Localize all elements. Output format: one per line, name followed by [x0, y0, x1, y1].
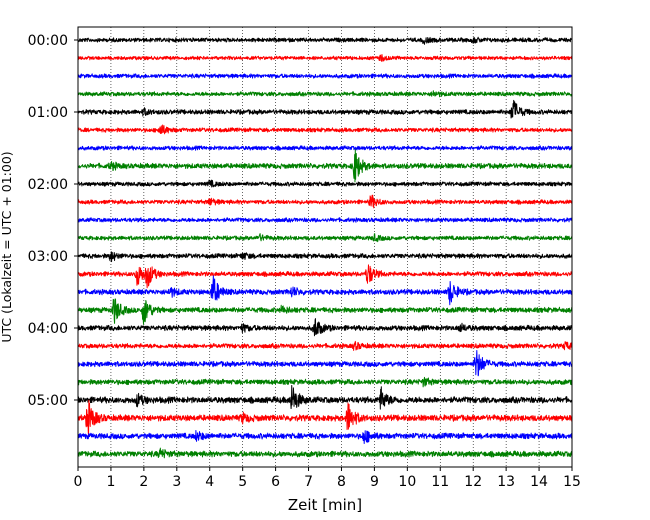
- trace-00:45: [77, 90, 573, 98]
- x-tick-label-6: 6: [271, 474, 280, 490]
- x-tick-label-5: 5: [238, 474, 247, 490]
- trace-04:45: [77, 376, 573, 388]
- trace-02:45: [77, 233, 573, 243]
- y-axis-ticks: 00:00 01:00 02:00 03:00 04:00 05:00: [28, 33, 78, 409]
- trace-01:00: [77, 99, 573, 119]
- y-tick-label-05:00: 05:00: [28, 393, 68, 409]
- trace-02:30: [77, 217, 573, 223]
- y-tick-label-04:00: 04:00: [28, 321, 68, 337]
- trace-05:30: [77, 429, 573, 444]
- x-tick-label-9: 9: [370, 474, 379, 490]
- x-tick-label-15: 15: [563, 474, 581, 490]
- x-tick-label-3: 3: [172, 474, 181, 490]
- trace-05:45: [77, 447, 573, 459]
- trace-03:00: [77, 251, 573, 263]
- trace-01:15: [77, 124, 573, 135]
- trace-03:30: [77, 275, 573, 306]
- y-tick-label-03:00: 03:00: [28, 249, 68, 265]
- trace-01:30: [77, 145, 573, 151]
- y-axis-label: UTC (Lokalzeit = UTC + 01:00): [0, 151, 14, 342]
- y-tick-label-01:00: 01:00: [28, 105, 68, 121]
- trace-04:30: [77, 349, 573, 377]
- x-tick-label-11: 11: [431, 474, 449, 490]
- x-tick-label-1: 1: [106, 474, 115, 490]
- y-tick-label-02:00: 02:00: [28, 177, 68, 193]
- trace-00:15: [77, 54, 573, 62]
- trace-02:15: [77, 194, 573, 209]
- x-tick-label-4: 4: [205, 474, 214, 490]
- x-axis-ticks: 0 1 2 3 4 5 6 7 8 9 10 11 12 13 14 15: [74, 467, 581, 490]
- trace-00:00: [77, 36, 573, 45]
- trace-03:15: [77, 264, 573, 289]
- x-tick-label-12: 12: [464, 474, 482, 490]
- x-tick-label-14: 14: [530, 474, 548, 490]
- x-tick-label-0: 0: [74, 474, 83, 490]
- trace-02:00: [77, 179, 573, 188]
- x-tick-label-2: 2: [139, 474, 148, 490]
- trace-03:45: [77, 298, 573, 325]
- trace-04:15: [77, 340, 573, 351]
- x-tick-label-8: 8: [337, 474, 346, 490]
- trace-01:45: [77, 149, 573, 183]
- plot-frame: [77, 26, 573, 468]
- x-tick-label-13: 13: [497, 474, 515, 490]
- trace-05:00: [77, 384, 573, 410]
- vertical-grid: [110, 27, 540, 467]
- x-tick-label-7: 7: [304, 474, 313, 490]
- traces: [77, 36, 573, 459]
- trace-04:00: [77, 318, 573, 337]
- trace-00:30: [77, 73, 573, 79]
- x-axis-label: Zeit [min]: [288, 496, 362, 514]
- y-tick-label-00:00: 00:00: [28, 33, 68, 49]
- trace-05:15: [77, 399, 573, 438]
- x-tick-label-10: 10: [398, 474, 416, 490]
